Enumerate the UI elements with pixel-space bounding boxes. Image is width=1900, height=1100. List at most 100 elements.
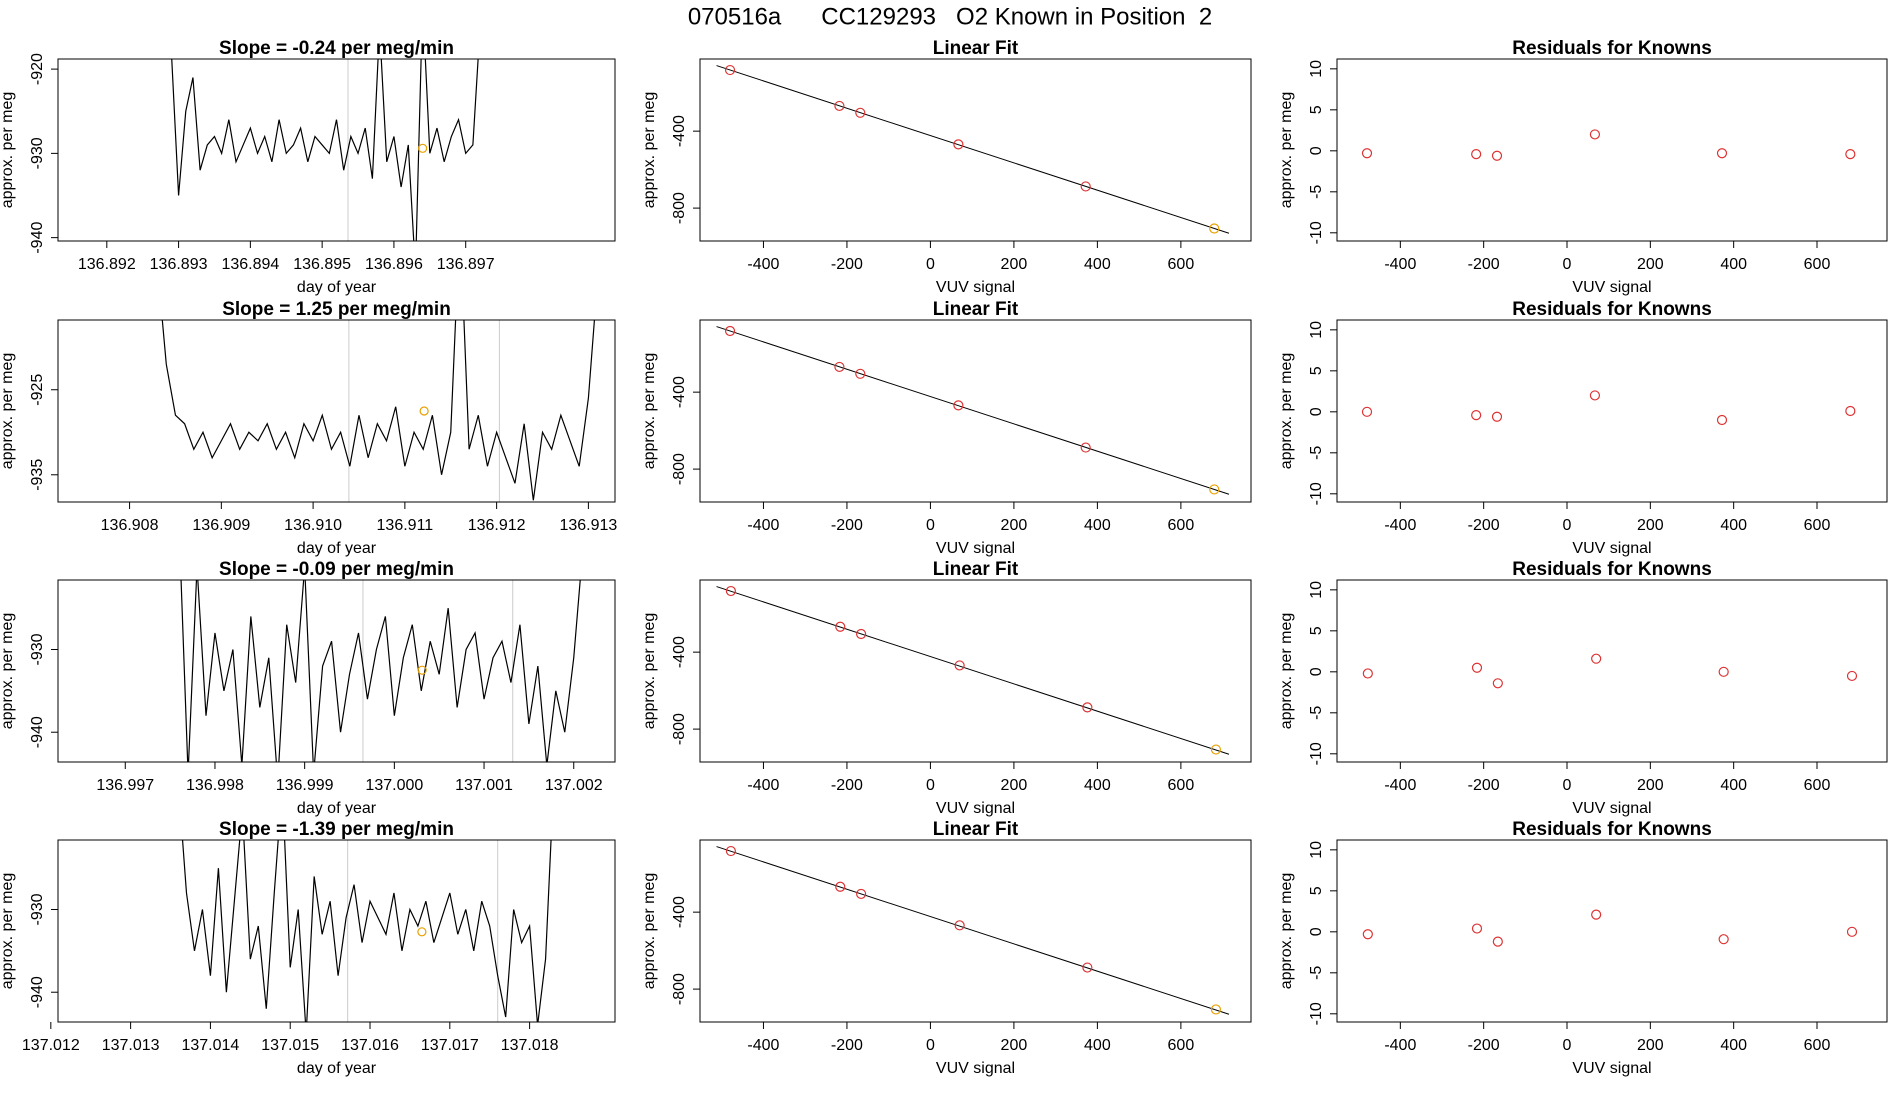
x-tick-label: 200 <box>1637 777 1664 794</box>
data-point <box>1362 668 1373 679</box>
data-point <box>834 100 845 112</box>
x-axis-label: VUV signal <box>936 1060 1015 1077</box>
x-tick-label: 137.013 <box>102 1037 160 1054</box>
y-tick-label: 0 <box>1308 927 1325 936</box>
x-tick-label: 0 <box>926 517 935 534</box>
panel-title: Linear Fit <box>933 38 1019 59</box>
x-axis-label: VUV signal <box>1572 279 1651 296</box>
plot-frame <box>1336 58 1888 242</box>
plot-area <box>716 325 1230 495</box>
data-point <box>954 660 965 671</box>
plot-frame <box>1336 579 1888 763</box>
y-tick-label: 10 <box>1308 841 1325 859</box>
x-tick-label: 0 <box>1563 777 1572 794</box>
panel-title: Slope = -0.09 per meg/min <box>219 559 454 580</box>
y-axis-label: approx. per meg <box>1278 353 1295 470</box>
fit-line <box>716 586 1230 755</box>
data-point <box>834 361 845 373</box>
x-tick-label: 400 <box>1720 777 1747 794</box>
data-point <box>1210 744 1222 755</box>
y-tick-label: -400 <box>671 115 688 147</box>
highlight-point <box>418 143 428 153</box>
y-axis-label: approx. per meg <box>641 353 658 470</box>
x-axis-label: VUV signal <box>936 540 1015 557</box>
y-tick-label: -930 <box>29 633 46 665</box>
x-tick-label: -200 <box>1468 777 1500 794</box>
x-tick-label: 600 <box>1804 256 1831 273</box>
plot-frame <box>57 58 616 242</box>
x-tick-label: 200 <box>1001 517 1028 534</box>
x-tick-label: 137.000 <box>365 777 423 794</box>
x-tick-label: -400 <box>747 777 779 794</box>
x-tick-label: -200 <box>1468 517 1500 534</box>
x-tick-label: -400 <box>747 256 779 273</box>
plot-area <box>716 64 1230 234</box>
panel-title: Linear Fit <box>933 559 1019 580</box>
x-tick-label: 400 <box>1720 1037 1747 1054</box>
data-point <box>1718 934 1729 945</box>
x-axis-label: VUV signal <box>936 279 1015 296</box>
x-tick-label: 136.911 <box>377 517 434 534</box>
series-line <box>171 59 479 241</box>
data-point <box>1361 406 1373 417</box>
x-tick-label: -200 <box>831 777 863 794</box>
y-axis-label: approx. per meg <box>1278 873 1295 990</box>
plot-frame <box>699 579 1252 763</box>
plot-frame <box>57 839 616 1023</box>
plot-area <box>1361 129 1856 161</box>
y-tick-label: 0 <box>1308 667 1325 676</box>
data-point <box>835 621 846 632</box>
x-tick-label: 136.893 <box>150 256 208 273</box>
y-axis-label: approx. per meg <box>1278 92 1295 209</box>
x-tick-label: -200 <box>1468 1037 1500 1054</box>
plot-frame <box>57 319 616 503</box>
data-point <box>1589 390 1601 401</box>
x-tick-label: 400 <box>1720 256 1747 273</box>
data-point <box>1080 181 1091 192</box>
y-tick-label: 5 <box>1308 886 1325 895</box>
data-point <box>725 845 736 857</box>
panel-title: Residuals for Knowns <box>1512 38 1712 59</box>
plot-area <box>171 59 479 241</box>
x-tick-label: -400 <box>1384 256 1416 273</box>
x-tick-label: 136.999 <box>276 777 334 794</box>
x-tick-label: 136.897 <box>437 256 495 273</box>
x-tick-label: -200 <box>831 1037 863 1054</box>
plot-frame <box>1336 839 1888 1023</box>
data-point <box>1471 923 1483 934</box>
y-axis-label: approx. per meg <box>641 613 658 730</box>
y-axis-label: approx. per meg <box>0 92 16 209</box>
y-tick-label: 10 <box>1308 581 1325 599</box>
data-point <box>1082 702 1093 713</box>
x-axis-label: day of year <box>297 279 377 296</box>
y-tick-label: -800 <box>671 713 688 745</box>
plot-frame <box>699 58 1252 242</box>
data-point <box>1845 405 1856 417</box>
x-tick-label: 200 <box>1001 256 1028 273</box>
series-line <box>180 580 581 762</box>
y-tick-label: -925 <box>29 374 46 406</box>
x-tick-label: 0 <box>926 777 935 794</box>
x-axis-label: day of year <box>297 800 377 817</box>
y-tick-label: -940 <box>29 716 46 748</box>
data-point <box>1716 148 1728 159</box>
series-line <box>181 840 552 1022</box>
x-tick-label: 136.892 <box>78 256 136 273</box>
panel-title: Residuals for Knowns <box>1512 819 1712 840</box>
plot-area <box>1362 653 1858 689</box>
y-tick-label: 10 <box>1308 321 1325 339</box>
data-point <box>1471 409 1482 421</box>
y-tick-label: 5 <box>1308 366 1325 375</box>
data-point <box>855 107 866 118</box>
x-tick-label: 600 <box>1804 1037 1831 1054</box>
x-tick-label: 600 <box>1804 517 1831 534</box>
x-tick-label: 137.001 <box>455 777 513 794</box>
x-tick-label: 136.909 <box>192 517 250 534</box>
x-tick-label: -200 <box>831 256 863 273</box>
data-point <box>1471 662 1483 673</box>
plot-frame <box>699 839 1252 1023</box>
data-point <box>1591 909 1602 920</box>
x-axis-label: day of year <box>297 540 377 557</box>
